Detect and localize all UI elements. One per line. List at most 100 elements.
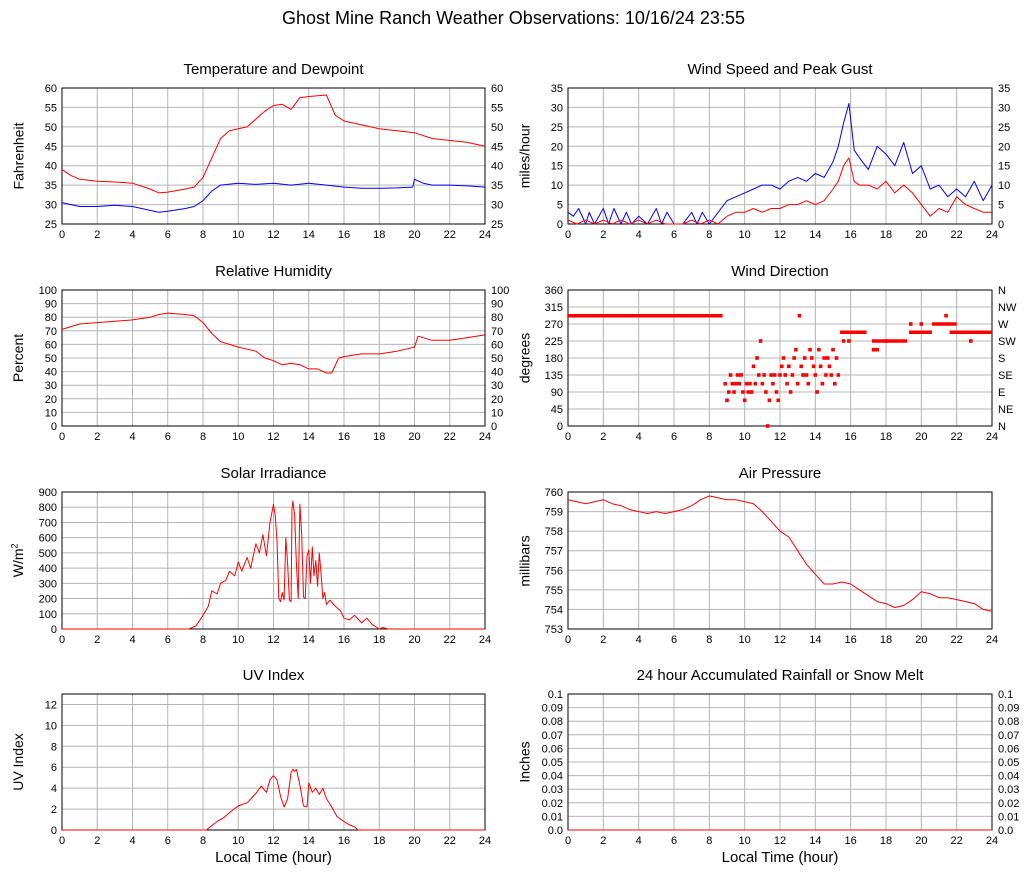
x-tick-label: 2 — [600, 431, 606, 443]
y-tick-label-right: N — [998, 285, 1006, 297]
y-tick-label: 225 — [545, 336, 563, 348]
x-tick-label: 22 — [444, 835, 456, 847]
y-tick-label: 700 — [39, 517, 57, 529]
series-line — [567, 157, 992, 225]
wind-chart-title: Wind Speed and Peak Gust — [687, 61, 873, 78]
y-tick-label: 800 — [39, 502, 57, 514]
y-tick-label-right: 20 — [998, 141, 1010, 153]
x-tick-label: 10 — [232, 229, 244, 241]
rh-plot-frame — [61, 289, 486, 427]
x-tick-label: 4 — [129, 835, 135, 847]
data-point — [788, 390, 793, 394]
x-tick-label: 12 — [774, 634, 786, 646]
data-point — [825, 356, 830, 360]
x-tick-label: 8 — [706, 835, 712, 847]
x-tick-label: 0 — [565, 835, 571, 847]
uv-x-axis-label: Local Time (hour) — [215, 849, 332, 866]
data-point — [739, 373, 743, 377]
x-tick-label: 16 — [845, 835, 857, 847]
x-tick-label: 12 — [267, 431, 279, 443]
y-tick-label: 0 — [51, 421, 57, 433]
data-point — [810, 356, 814, 360]
x-tick-label: 24 — [479, 634, 491, 646]
series-line — [62, 500, 485, 630]
uv-plot-frame — [61, 693, 486, 831]
data-point — [776, 398, 781, 403]
y-tick-label-right: 25 — [491, 219, 503, 231]
x-tick-label: 24 — [479, 431, 491, 443]
data-point — [774, 390, 779, 394]
y-tick-label: 4 — [51, 783, 57, 795]
data-point — [732, 390, 736, 394]
data-point — [801, 373, 805, 377]
y-tick-label-right: 0 — [998, 219, 1004, 231]
data-point — [969, 339, 973, 343]
data-point — [746, 390, 750, 394]
data-point — [817, 347, 821, 352]
x-tick-label: 0 — [59, 634, 65, 646]
uv-grid — [61, 694, 486, 831]
y-tick-label: 90 — [45, 299, 57, 311]
data-point — [760, 381, 765, 386]
y-tick-label-right: 40 — [491, 367, 503, 379]
x-tick-label: 18 — [373, 431, 385, 443]
wind-series-1 — [567, 157, 992, 225]
x-tick-label: 0 — [59, 835, 65, 847]
data-point — [785, 381, 789, 386]
x-tick-label: 14 — [809, 634, 821, 646]
x-tick-label: 14 — [809, 835, 821, 847]
y-tick-label: 10 — [45, 407, 57, 419]
x-tick-label: 4 — [636, 634, 642, 646]
y-tick-label-right: 40 — [491, 161, 503, 173]
y-tick-label: 753 — [545, 624, 563, 636]
data-point — [824, 373, 828, 377]
wdir-series-0 — [568, 313, 992, 428]
x-tick-label: 22 — [444, 229, 456, 241]
y-tick-label: 90 — [551, 387, 563, 399]
x-tick-label: 8 — [706, 229, 712, 241]
x-tick-label: 8 — [706, 634, 712, 646]
data-point — [792, 356, 796, 360]
x-tick-label: 6 — [671, 835, 677, 847]
y-tick-label: 100 — [39, 609, 57, 621]
x-tick-label: 20 — [408, 431, 420, 443]
y-tick-label: 80 — [45, 312, 57, 324]
wdir-chart-title: Wind Direction — [731, 263, 829, 280]
data-point — [884, 339, 888, 343]
y-tick-label: 600 — [39, 533, 57, 545]
y-tick-label: 8 — [51, 741, 57, 753]
x-tick-label: 22 — [951, 835, 963, 847]
y-tick-label-right: 5 — [998, 200, 1004, 212]
x-tick-label: 4 — [636, 835, 642, 847]
y-tick-label-right: NW — [998, 302, 1017, 314]
y-tick-label: 757 — [545, 546, 563, 558]
x-tick-label: 18 — [880, 634, 892, 646]
y-tick-label-right: 0.09 — [998, 703, 1019, 715]
y-tick-label-right: SW — [998, 336, 1016, 348]
y-tick-label-right: 45 — [491, 141, 503, 153]
y-tick-label: 10 — [551, 180, 563, 192]
y-tick-label: 754 — [545, 604, 563, 616]
data-point — [742, 398, 747, 403]
data-point — [977, 330, 982, 335]
x-tick-label: 14 — [303, 634, 315, 646]
y-tick-label: 0 — [557, 421, 563, 433]
y-tick-label-right: 80 — [491, 312, 503, 324]
y-tick-label-right: 60 — [491, 83, 503, 95]
data-point — [725, 398, 729, 403]
x-tick-label: 10 — [739, 634, 751, 646]
temp-series-1 — [61, 178, 486, 213]
y-tick-label-right: 0.06 — [998, 743, 1019, 755]
y-tick-label: 135 — [545, 370, 563, 382]
x-tick-label: 2 — [94, 835, 100, 847]
data-point — [794, 347, 798, 352]
x-tick-label: 6 — [165, 634, 171, 646]
x-tick-label: 20 — [408, 835, 420, 847]
y-tick-label-right: 30 — [998, 102, 1010, 114]
x-tick-label: 10 — [232, 431, 244, 443]
y-tick-label: 60 — [45, 83, 57, 95]
x-tick-label: 6 — [165, 229, 171, 241]
y-tick-label-right: 35 — [998, 83, 1010, 95]
